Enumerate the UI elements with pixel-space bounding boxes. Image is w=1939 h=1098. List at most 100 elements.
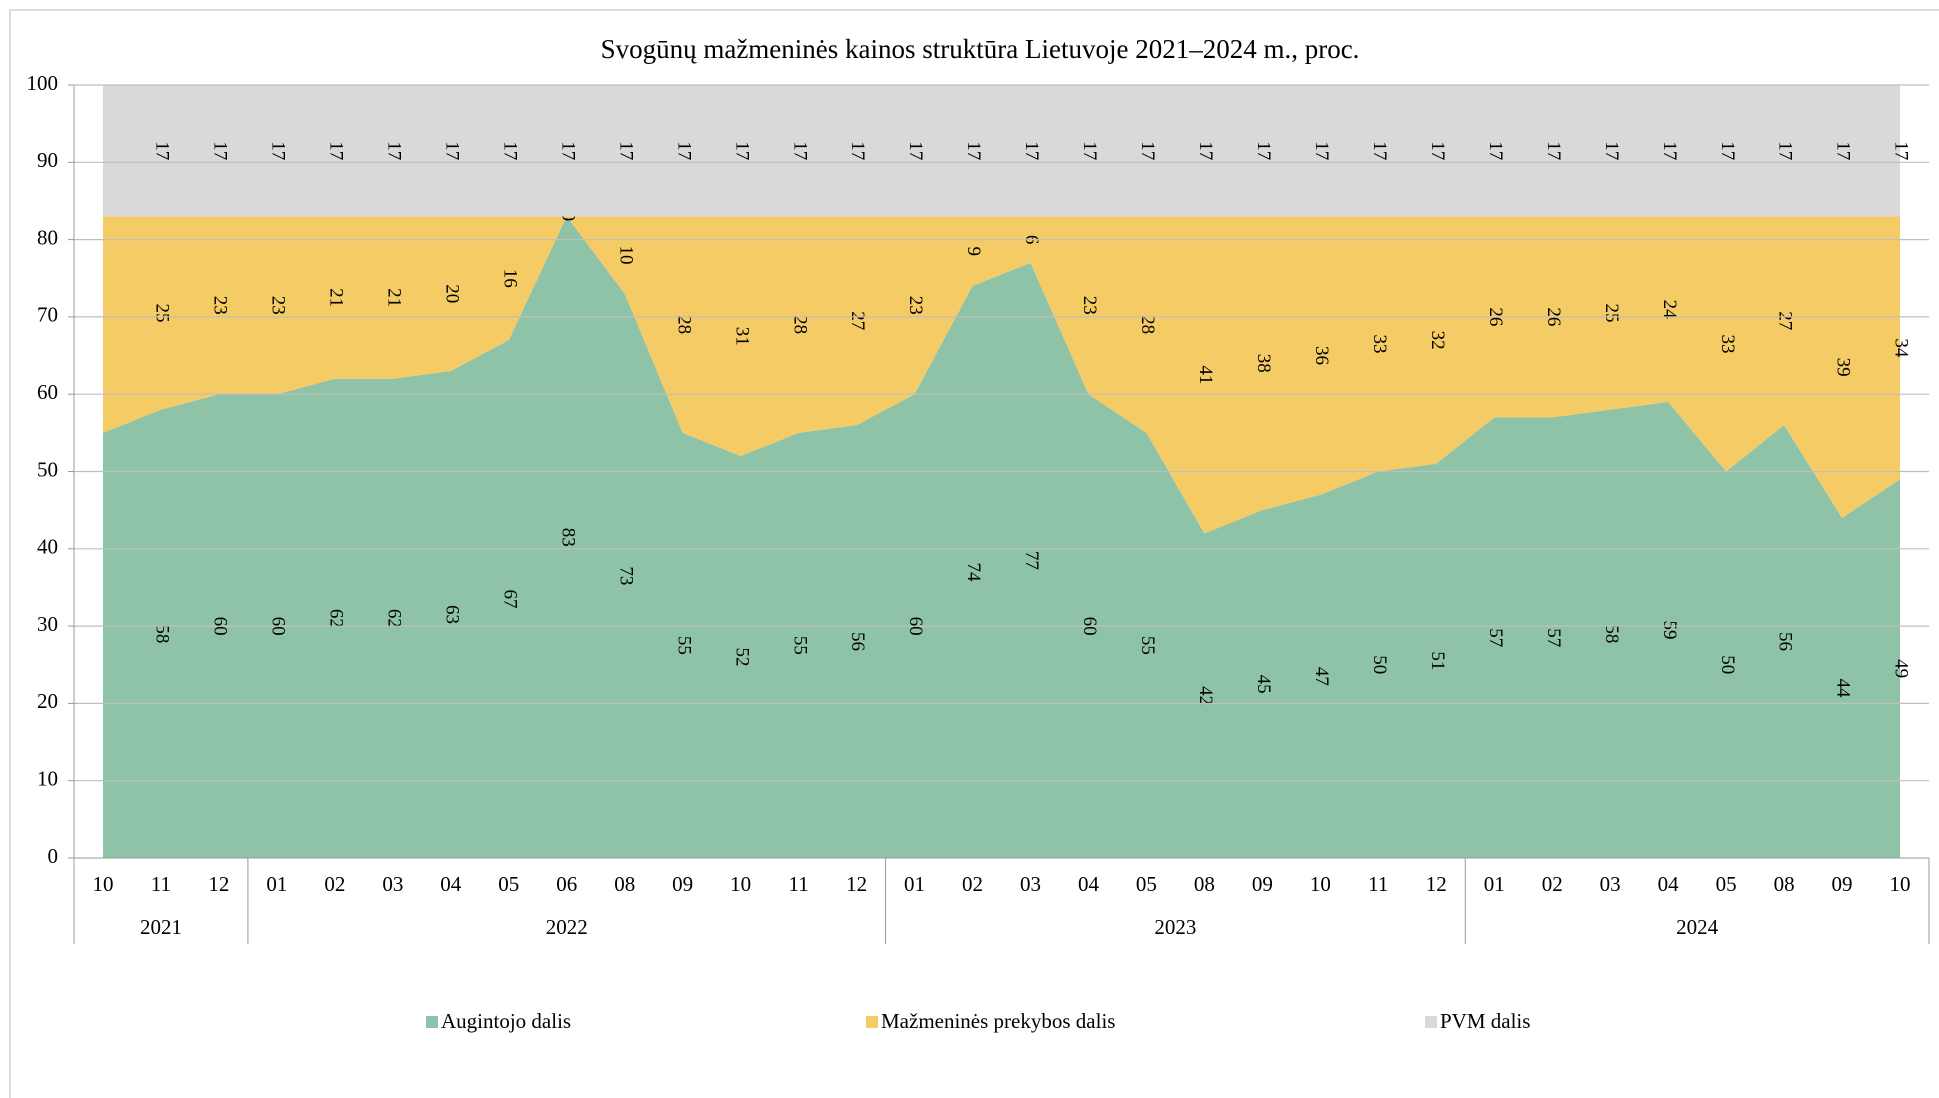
x-tick-label: 02	[1542, 872, 1563, 896]
area	[102, 216, 1901, 534]
data-label: 17	[1311, 141, 1332, 160]
data-label: 77	[1021, 551, 1042, 570]
data-label: 17	[441, 141, 462, 160]
x-tick-label: 03	[1020, 872, 1041, 896]
x-tick-label: 10	[92, 872, 113, 896]
data-label: 17	[963, 141, 984, 160]
area	[102, 85, 1901, 217]
data-label: 17	[847, 141, 868, 160]
data-label: 17	[1369, 141, 1390, 160]
x-tick-label: 08	[1774, 872, 1795, 896]
data-label: 17	[1021, 141, 1042, 160]
y-tick-label: 50	[37, 457, 58, 481]
data-label: 62	[383, 609, 404, 628]
legend-label: PVM dalis	[1440, 1009, 1530, 1033]
x-tick-label: 11	[1368, 872, 1388, 896]
x-tick-label: 10	[1310, 872, 1331, 896]
data-label: 17	[1427, 141, 1448, 160]
data-label: 33	[1717, 334, 1738, 353]
x-tick-label: 12	[1426, 872, 1447, 896]
data-label: 17	[673, 141, 694, 160]
data-label: 33	[1369, 334, 1390, 353]
legend-swatch	[866, 1016, 878, 1028]
x-tick-label: 03	[382, 872, 403, 896]
data-label: 34	[1891, 338, 1912, 358]
data-label: 41	[1195, 365, 1216, 384]
x-tick-label: 12	[846, 872, 867, 896]
y-tick-label: 0	[48, 844, 59, 868]
x-tick-label: 09	[672, 872, 693, 896]
data-label: 44	[1833, 678, 1854, 698]
data-label: 55	[673, 636, 694, 655]
data-label: 17	[789, 141, 810, 160]
data-label: 17	[210, 141, 231, 160]
x-tick-label: 04	[1078, 872, 1100, 896]
data-label: 57	[1543, 628, 1564, 647]
data-label: 45	[1253, 675, 1274, 694]
year-label: 2021	[140, 915, 182, 939]
y-tick-label: 90	[37, 148, 58, 172]
data-label: 50	[1717, 655, 1738, 674]
data-label: 21	[326, 288, 347, 307]
x-tick-label: 02	[962, 872, 983, 896]
x-tick-label: 09	[1252, 872, 1273, 896]
y-tick-label: 20	[37, 689, 58, 713]
data-label: 57	[1485, 628, 1506, 647]
data-label: 31	[731, 327, 752, 346]
data-label: 73	[615, 566, 636, 585]
x-tick-label: 11	[788, 872, 808, 896]
x-tick-label: 01	[266, 872, 287, 896]
x-tick-label: 12	[208, 872, 229, 896]
x-tick-label: 04	[440, 872, 462, 896]
data-label: 27	[847, 311, 868, 330]
data-label: 17	[1485, 141, 1506, 160]
area	[102, 216, 1901, 858]
data-label: 17	[1717, 141, 1738, 160]
data-label: 17	[1833, 141, 1854, 160]
data-label: 58	[1601, 624, 1622, 643]
data-label: 28	[1137, 315, 1158, 334]
x-tick-label: 04	[1658, 872, 1680, 896]
x-tick-label: 05	[1136, 872, 1157, 896]
data-label: 17	[557, 141, 578, 160]
x-tick-label: 05	[1716, 872, 1737, 896]
data-label: 17	[1659, 141, 1680, 160]
data-label: 62	[326, 609, 347, 628]
data-label: 74	[963, 562, 984, 582]
x-tick-label: 06	[556, 872, 577, 896]
data-label: 17	[499, 141, 520, 160]
chart-title: Svogūnų mažmeninės kainos struktūra Liet…	[601, 34, 1360, 64]
data-label: 83	[557, 528, 578, 547]
chart-frame	[9, 9, 1939, 1098]
data-label: 9	[963, 246, 984, 256]
data-label: 17	[905, 141, 926, 160]
x-tick-label: 01	[904, 872, 925, 896]
data-label: 10	[615, 246, 636, 265]
data-label: 39	[1833, 358, 1854, 377]
data-label: 17	[383, 141, 404, 160]
data-label: 17	[731, 141, 752, 160]
data-label: 38	[1253, 354, 1274, 373]
data-label: 55	[1137, 636, 1158, 655]
data-label: 63	[441, 605, 462, 624]
legend-swatch	[1425, 1016, 1437, 1028]
data-label: 17	[1601, 141, 1622, 160]
x-tick-label: 10	[730, 872, 751, 896]
y-tick-label: 30	[37, 612, 58, 636]
y-tick-label: 60	[37, 380, 58, 404]
data-label: 17	[268, 141, 289, 160]
year-label: 2023	[1154, 915, 1196, 939]
data-label: 36	[1311, 346, 1332, 365]
data-label: 16	[499, 269, 520, 288]
data-label: 28	[789, 315, 810, 334]
legend-label: Augintojo dalis	[441, 1009, 571, 1033]
x-tick-label: 03	[1600, 872, 1621, 896]
data-label: 17	[152, 141, 173, 160]
legend-swatch	[426, 1016, 438, 1028]
y-tick-label: 80	[37, 225, 58, 249]
x-tick-label: 11	[151, 872, 171, 896]
data-label: 17	[1775, 141, 1796, 160]
x-tick-label: 10	[1890, 872, 1911, 896]
x-tick-label: 01	[1484, 872, 1505, 896]
